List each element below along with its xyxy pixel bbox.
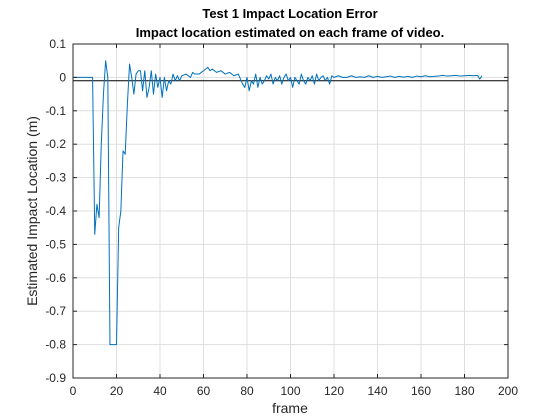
x-tick-label: 120 bbox=[324, 384, 344, 398]
x-tick-label: 100 bbox=[280, 384, 300, 398]
y-tick-label: -0.6 bbox=[45, 271, 66, 285]
y-tick-label: -0.7 bbox=[45, 304, 66, 318]
y-tick-label: -0.1 bbox=[45, 104, 66, 118]
y-tick-label: 0.1 bbox=[49, 37, 66, 51]
tick-labels: 0 20 40 60 80 100 120 140 160 180 200 0.1 0 -0.1 -0.2 -… bbox=[45, 37, 518, 398]
y-tick-label: 0 bbox=[59, 70, 66, 84]
y-tick-label: -0.5 bbox=[45, 237, 66, 251]
y-tick-label: -0.2 bbox=[45, 137, 66, 151]
y-tick-label: -0.8 bbox=[45, 338, 66, 352]
series-layer bbox=[73, 60, 508, 346]
chart-title: Test 1 Impact Location Error bbox=[202, 6, 377, 21]
x-axis-label: frame bbox=[272, 400, 308, 416]
series-line bbox=[73, 60, 483, 346]
x-tick-label: 160 bbox=[411, 384, 431, 398]
y-tick-label: -0.4 bbox=[45, 204, 66, 218]
x-tick-label: 20 bbox=[110, 384, 124, 398]
axes bbox=[72, 43, 509, 379]
x-tick-label: 180 bbox=[454, 384, 474, 398]
x-tick-label: 40 bbox=[153, 384, 167, 398]
x-tick-label: 0 bbox=[70, 384, 77, 398]
x-tick-label: 200 bbox=[498, 384, 518, 398]
x-tick-label: 140 bbox=[367, 384, 387, 398]
grid bbox=[72, 43, 509, 379]
chart-subtitle: Impact location estimated on each frame … bbox=[136, 25, 444, 40]
x-tick-label: 60 bbox=[197, 384, 211, 398]
y-axis-label: Estimated Impact Location (m) bbox=[24, 116, 40, 306]
y-tick-label: -0.3 bbox=[45, 171, 66, 185]
x-tick-label: 80 bbox=[240, 384, 254, 398]
y-tick-label: -0.9 bbox=[45, 371, 66, 385]
